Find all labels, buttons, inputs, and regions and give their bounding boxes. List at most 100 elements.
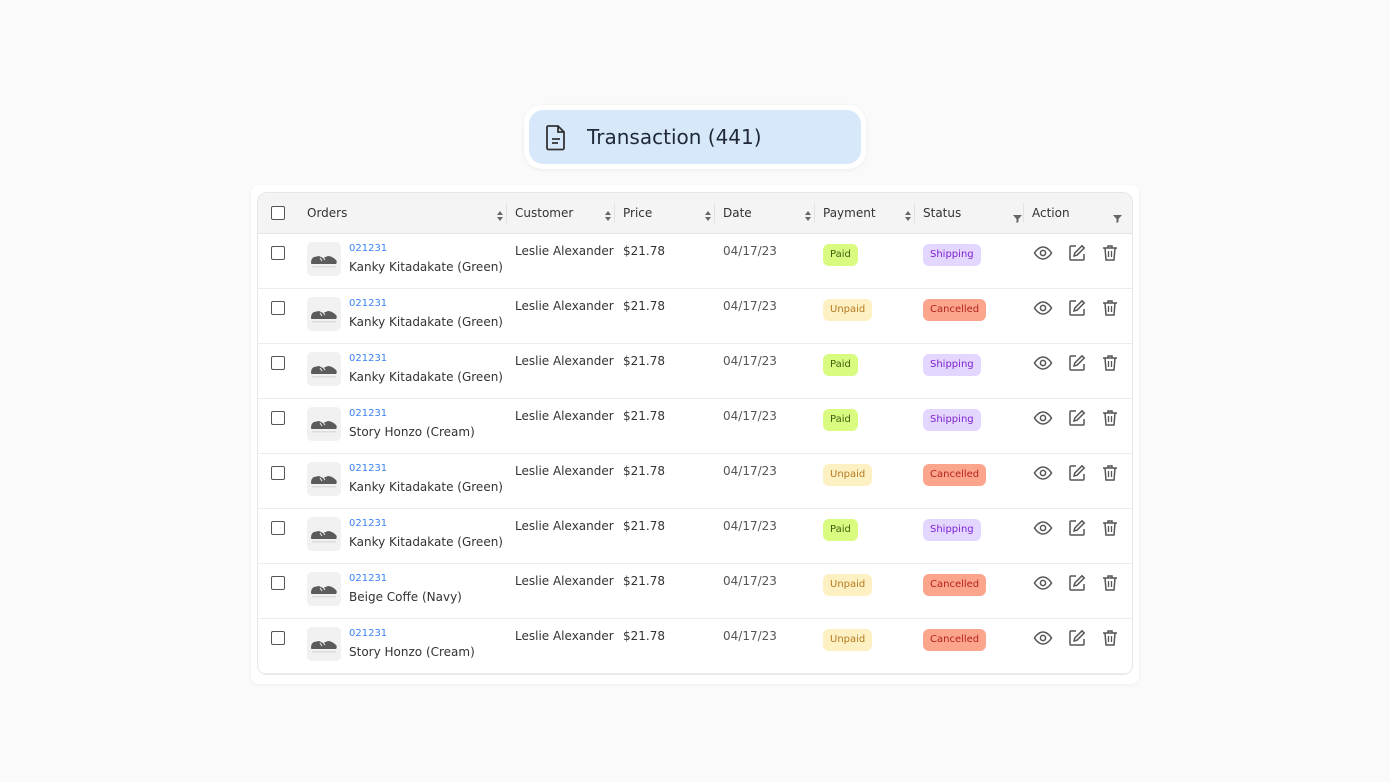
product-name: Kanky Kitadakate (Green) — [349, 480, 503, 494]
delete-button[interactable] — [1102, 574, 1118, 596]
price: $21.78 — [623, 574, 665, 588]
order-id[interactable]: 021231 — [349, 518, 388, 529]
date: 04/17/23 — [723, 519, 777, 533]
customer-name: Leslie Alexander — [515, 299, 614, 313]
select-all-checkbox[interactable] — [271, 206, 285, 220]
payment-badge: Paid — [823, 409, 858, 431]
order-id[interactable]: 021231 — [349, 408, 388, 419]
row-checkbox[interactable] — [271, 521, 285, 535]
status-badge: Shipping — [923, 409, 981, 431]
row-checkbox[interactable] — [271, 411, 285, 425]
sort-icon[interactable] — [604, 207, 612, 226]
product-name: Story Honzo (Cream) — [349, 425, 475, 439]
price: $21.78 — [623, 299, 665, 313]
filter-icon[interactable] — [1013, 208, 1022, 227]
product-thumbnail — [307, 352, 341, 386]
edit-button[interactable] — [1068, 299, 1086, 321]
page-title: Transaction (441) — [587, 125, 762, 149]
view-button[interactable] — [1033, 518, 1053, 542]
row-checkbox[interactable] — [271, 356, 285, 370]
order-id[interactable]: 021231 — [349, 353, 388, 364]
edit-button[interactable] — [1068, 629, 1086, 651]
payment-badge: Unpaid — [823, 629, 873, 651]
product-thumbnail — [307, 462, 341, 496]
payment-badge: Paid — [823, 244, 858, 266]
edit-button[interactable] — [1068, 354, 1086, 376]
view-button[interactable] — [1033, 298, 1053, 322]
sort-icon[interactable] — [704, 207, 712, 226]
edit-button[interactable] — [1068, 409, 1086, 431]
row-checkbox[interactable] — [271, 631, 285, 645]
column-header: Payment — [823, 206, 876, 220]
filter-icon[interactable] — [1113, 208, 1122, 227]
view-button[interactable] — [1033, 243, 1053, 267]
order-id[interactable]: 021231 — [349, 573, 388, 584]
date: 04/17/23 — [723, 629, 777, 643]
delete-button[interactable] — [1102, 519, 1118, 541]
document-icon — [546, 125, 565, 151]
payment-badge: Unpaid — [823, 574, 873, 596]
column-header: Price — [623, 206, 653, 220]
price: $21.78 — [623, 464, 665, 478]
row-checkbox[interactable] — [271, 466, 285, 480]
delete-button[interactable] — [1102, 244, 1118, 266]
product-thumbnail — [307, 297, 341, 331]
row-checkbox[interactable] — [271, 246, 285, 260]
sort-icon[interactable] — [496, 207, 504, 226]
product-thumbnail — [307, 407, 341, 441]
date: 04/17/23 — [723, 354, 777, 368]
view-button[interactable] — [1033, 353, 1053, 377]
order-id[interactable]: 021231 — [349, 298, 388, 309]
table-header: Orders Customer Price Date Payment Status Acti… — [258, 193, 1132, 234]
view-button[interactable] — [1033, 408, 1053, 432]
view-button[interactable] — [1033, 573, 1053, 597]
edit-button[interactable] — [1068, 574, 1086, 596]
customer-name: Leslie Alexander — [515, 464, 614, 478]
column-header: Status — [923, 206, 962, 220]
sort-icon[interactable] — [804, 207, 812, 226]
status-badge: Cancelled — [923, 299, 987, 321]
date: 04/17/23 — [723, 409, 777, 423]
customer-name: Leslie Alexander — [515, 629, 614, 643]
delete-button[interactable] — [1102, 464, 1118, 486]
date: 04/17/23 — [723, 464, 777, 478]
table-row: 021231 Story Honzo (Cream) Leslie Alexande… — [258, 618, 1132, 674]
customer-name: Leslie Alexander — [515, 409, 614, 423]
edit-button[interactable] — [1068, 244, 1086, 266]
view-button[interactable] — [1033, 463, 1053, 487]
column-separator — [1023, 203, 1024, 223]
status-badge: Shipping — [923, 519, 981, 541]
customer-name: Leslie Alexander — [515, 574, 614, 588]
date: 04/17/23 — [723, 574, 777, 588]
edit-button[interactable] — [1068, 464, 1086, 486]
view-button[interactable] — [1033, 628, 1053, 652]
product-thumbnail — [307, 627, 341, 661]
product-name: Kanky Kitadakate (Green) — [349, 370, 503, 384]
table-row: 021231 Kanky Kitadakate (Green) Leslie Ale… — [258, 508, 1132, 564]
status-badge: Cancelled — [923, 464, 987, 486]
delete-button[interactable] — [1102, 354, 1118, 376]
table-row: 021231 Kanky Kitadakate (Green) Leslie Ale… — [258, 288, 1132, 344]
status-badge: Shipping — [923, 354, 981, 376]
column-separator — [506, 203, 507, 223]
product-name: Kanky Kitadakate (Green) — [349, 535, 503, 549]
order-id[interactable]: 021231 — [349, 243, 388, 254]
delete-button[interactable] — [1102, 299, 1118, 321]
edit-button[interactable] — [1068, 519, 1086, 541]
column-header: Action — [1032, 206, 1070, 220]
row-checkbox[interactable] — [271, 301, 285, 315]
order-id[interactable]: 021231 — [349, 463, 388, 474]
date: 04/17/23 — [723, 244, 777, 258]
order-id[interactable]: 021231 — [349, 628, 388, 639]
customer-name: Leslie Alexander — [515, 244, 614, 258]
column-separator — [814, 203, 815, 223]
row-checkbox[interactable] — [271, 576, 285, 590]
product-name: Kanky Kitadakate (Green) — [349, 260, 503, 274]
price: $21.78 — [623, 409, 665, 423]
delete-button[interactable] — [1102, 629, 1118, 651]
column-separator — [714, 203, 715, 223]
status-badge: Cancelled — [923, 574, 987, 596]
delete-button[interactable] — [1102, 409, 1118, 431]
table-row: 021231 Kanky Kitadakate (Green) Leslie Ale… — [258, 233, 1132, 289]
sort-icon[interactable] — [904, 207, 912, 226]
